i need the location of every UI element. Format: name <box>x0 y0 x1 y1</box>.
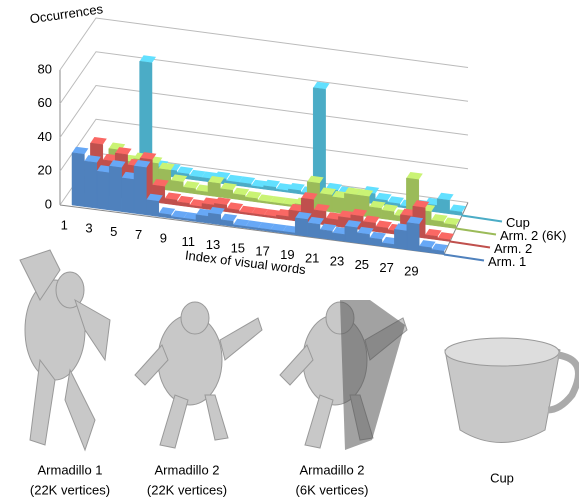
x-tick-label: 27 <box>379 260 393 275</box>
caption-name: Armadillo 2 <box>154 462 219 477</box>
bar <box>122 178 134 213</box>
legend-leader <box>444 255 484 261</box>
bar <box>72 153 84 207</box>
y-tick-label: 20 <box>38 163 52 178</box>
cup <box>445 338 578 443</box>
bar <box>109 166 121 212</box>
bar <box>382 210 394 220</box>
y-tick-label: 40 <box>38 129 52 144</box>
bar <box>84 161 96 208</box>
bar <box>407 223 419 252</box>
legend-leader <box>462 216 502 222</box>
armadillo-2-6k <box>280 300 407 450</box>
x-tick-label: 3 <box>85 221 92 236</box>
x-tick-label: 23 <box>330 254 344 269</box>
x-tick-label: 21 <box>305 250 319 265</box>
x-tick-label: 13 <box>206 237 220 252</box>
caption-name: Armadillo 2 <box>299 462 364 477</box>
captions: Armadillo 1 (22K vertices) Armadillo 2 (22K… <box>30 462 514 497</box>
bar <box>134 166 146 215</box>
caption-name: Cup <box>490 470 514 485</box>
bar <box>370 238 382 246</box>
caption-name: Armadillo 1 <box>37 462 102 477</box>
x-tick-label: 1 <box>61 217 68 232</box>
bar <box>357 233 369 245</box>
bar <box>208 182 220 197</box>
x-tick-label: 17 <box>255 244 269 259</box>
bar <box>220 189 232 199</box>
bar <box>295 218 307 237</box>
bar <box>146 200 158 217</box>
legend-leader <box>456 229 496 235</box>
caption-detail: (6K vertices) <box>296 482 369 497</box>
caption-detail: (22K vertices) <box>30 482 110 497</box>
y-tick-label: 80 <box>38 61 52 76</box>
legend-leader <box>450 242 490 248</box>
x-tick-label: 25 <box>355 257 369 272</box>
bar <box>394 229 406 249</box>
x-tick-label: 15 <box>231 240 245 255</box>
x-tick-label: 9 <box>160 230 167 245</box>
x-tick-label: 29 <box>404 263 418 278</box>
bar <box>97 171 109 210</box>
armadillo-1 <box>20 250 110 450</box>
legend-label: Arm. 1 <box>488 254 526 269</box>
bar <box>171 180 183 192</box>
bar <box>320 230 332 240</box>
bar <box>345 226 357 243</box>
figure: Occurrences Index of visual words 020406… <box>0 0 579 504</box>
caption-detail: (22K vertices) <box>147 482 227 497</box>
x-tick-label: 5 <box>110 224 117 239</box>
x-tick-label: 7 <box>135 227 142 242</box>
x-tick-label: 11 <box>181 234 195 249</box>
bar <box>308 223 320 238</box>
bar <box>437 199 449 214</box>
bar <box>332 233 344 241</box>
x-tick-label: 19 <box>280 247 294 262</box>
bar <box>196 215 208 223</box>
grid-line <box>60 18 468 70</box>
model-images <box>20 250 578 450</box>
armadillo-2 <box>135 302 262 448</box>
plot: 020406080CupArm. 2 (6K)Arm. 2Arm. 113579… <box>38 18 567 278</box>
y-tick-label: 60 <box>38 95 52 110</box>
bar <box>208 213 220 225</box>
y-tick-label: 0 <box>45 196 52 211</box>
